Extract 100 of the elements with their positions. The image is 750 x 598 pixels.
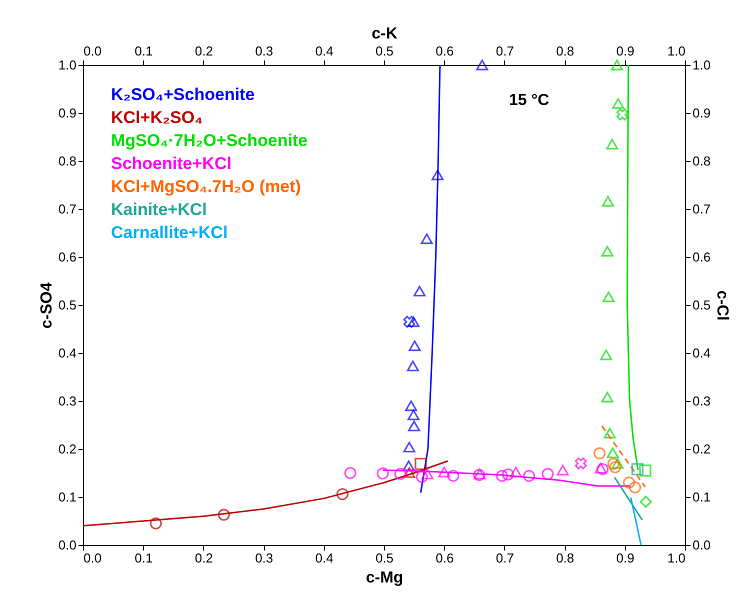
y-axis-title: c-SO4 [38, 282, 56, 329]
x-tick-label: 0.4 [315, 550, 334, 566]
y-tick-label: 0.3 [58, 394, 76, 408]
y-tick-label: 0.5 [58, 298, 76, 312]
text: KCl+MgSO₄.7H₂O (met) [111, 177, 301, 196]
point [407, 316, 420, 328]
y-tick-label: 0.9 [58, 106, 76, 120]
y-tick-label: 0.6 [58, 250, 76, 264]
point [432, 170, 444, 180]
point [612, 98, 624, 109]
point [609, 461, 622, 474]
y-tick-label: 0.7 [58, 202, 76, 216]
point [408, 420, 420, 432]
point [438, 466, 450, 478]
x2-tick-label: 0.6 [436, 44, 454, 58]
x-tick-label: 0.1 [134, 550, 153, 566]
x-tick-label: 0.5 [375, 550, 394, 566]
point [523, 470, 536, 482]
y2-axis-title: c-Cl [714, 290, 731, 321]
point [607, 458, 620, 470]
point [150, 517, 162, 530]
y-tick-label: 0.0 [58, 538, 76, 552]
text: Carnallite+KCl [111, 223, 228, 242]
y-tick-label: 0.8 [58, 154, 76, 168]
x-tick-label: 0.6 [436, 550, 454, 566]
point [421, 468, 434, 480]
y2-tick-label: 0.7 [692, 202, 711, 216]
x-axis-title: c-Mg [366, 570, 404, 586]
text: KCl+K₂SO₄ [111, 108, 203, 127]
point [639, 464, 652, 477]
x2-tick-label: 0.4 [315, 44, 334, 58]
point [344, 466, 356, 480]
y2-tick-label: 0.9 [692, 106, 711, 120]
point [496, 470, 508, 482]
point [510, 466, 522, 478]
text: Schoenite+KCl [111, 154, 232, 173]
x2-tick-label: 0.3 [255, 44, 274, 58]
point [556, 464, 569, 476]
point [413, 286, 426, 296]
point [600, 350, 612, 360]
point [601, 246, 614, 257]
point [602, 292, 615, 302]
point [502, 468, 514, 480]
text: K₂SO₄+Schoenite [111, 85, 255, 104]
point [640, 496, 652, 508]
y2-tick-label: 0.8 [692, 154, 711, 168]
y-tick-label: 0.2 [58, 442, 76, 456]
x2-tick-label: 0.2 [194, 44, 213, 58]
y-tick-label: 0.4 [58, 346, 76, 360]
y2-tick-label: 0.0 [692, 538, 711, 552]
x-tick-label: 0.8 [556, 550, 574, 566]
y2-tick-label: 0.1 [692, 490, 711, 504]
point [476, 60, 488, 70]
point [376, 467, 389, 480]
point [601, 392, 614, 402]
x-tick-label: 0.7 [496, 550, 514, 566]
point [402, 460, 415, 472]
point [416, 470, 428, 483]
point [612, 458, 624, 469]
line-series [420, 64, 441, 494]
y2-tick-label: 0.5 [692, 298, 711, 312]
point [610, 60, 624, 70]
point [408, 340, 421, 352]
point [542, 468, 554, 480]
x2-tick-label: 1.0 [667, 44, 686, 58]
point [593, 447, 606, 460]
y-tick-label: 0.1 [58, 490, 76, 504]
x2-tick-label: 0.1 [134, 44, 153, 58]
y-tick-label: 1.0 [58, 58, 76, 72]
point [616, 108, 628, 120]
y2-tick-label: 0.3 [692, 394, 711, 408]
y2-tick-label: 0.2 [692, 442, 711, 456]
point [574, 457, 587, 470]
x-tick-label: 0.0 [84, 550, 102, 566]
line-series [82, 460, 449, 527]
y2-tick-label: 0.4 [692, 346, 711, 360]
x2-axis-title: c-K [372, 26, 398, 42]
x2-tick-label: 0.9 [616, 44, 634, 58]
point [622, 476, 636, 489]
point [631, 463, 644, 476]
point [218, 508, 230, 521]
point [447, 470, 460, 482]
x2-tick-label: 0.0 [84, 44, 102, 58]
point [336, 488, 349, 500]
point [403, 316, 416, 328]
x-tick-label: 0.3 [255, 550, 274, 566]
point [405, 400, 418, 412]
point [406, 360, 419, 372]
y2-tick-label: 0.6 [692, 250, 711, 264]
point [604, 428, 616, 438]
text: Kainite+KCl [111, 200, 207, 219]
point [420, 233, 433, 244]
x-tick-label: 0.2 [194, 550, 213, 566]
point [602, 196, 614, 207]
x2-tick-label: 0.7 [496, 44, 514, 58]
x2-tick-label: 0.5 [375, 44, 394, 58]
x-tick-label: 1.0 [667, 550, 686, 566]
point [407, 410, 420, 420]
x2-tick-label: 0.8 [556, 44, 574, 58]
annotation: 15 °C [509, 92, 550, 109]
